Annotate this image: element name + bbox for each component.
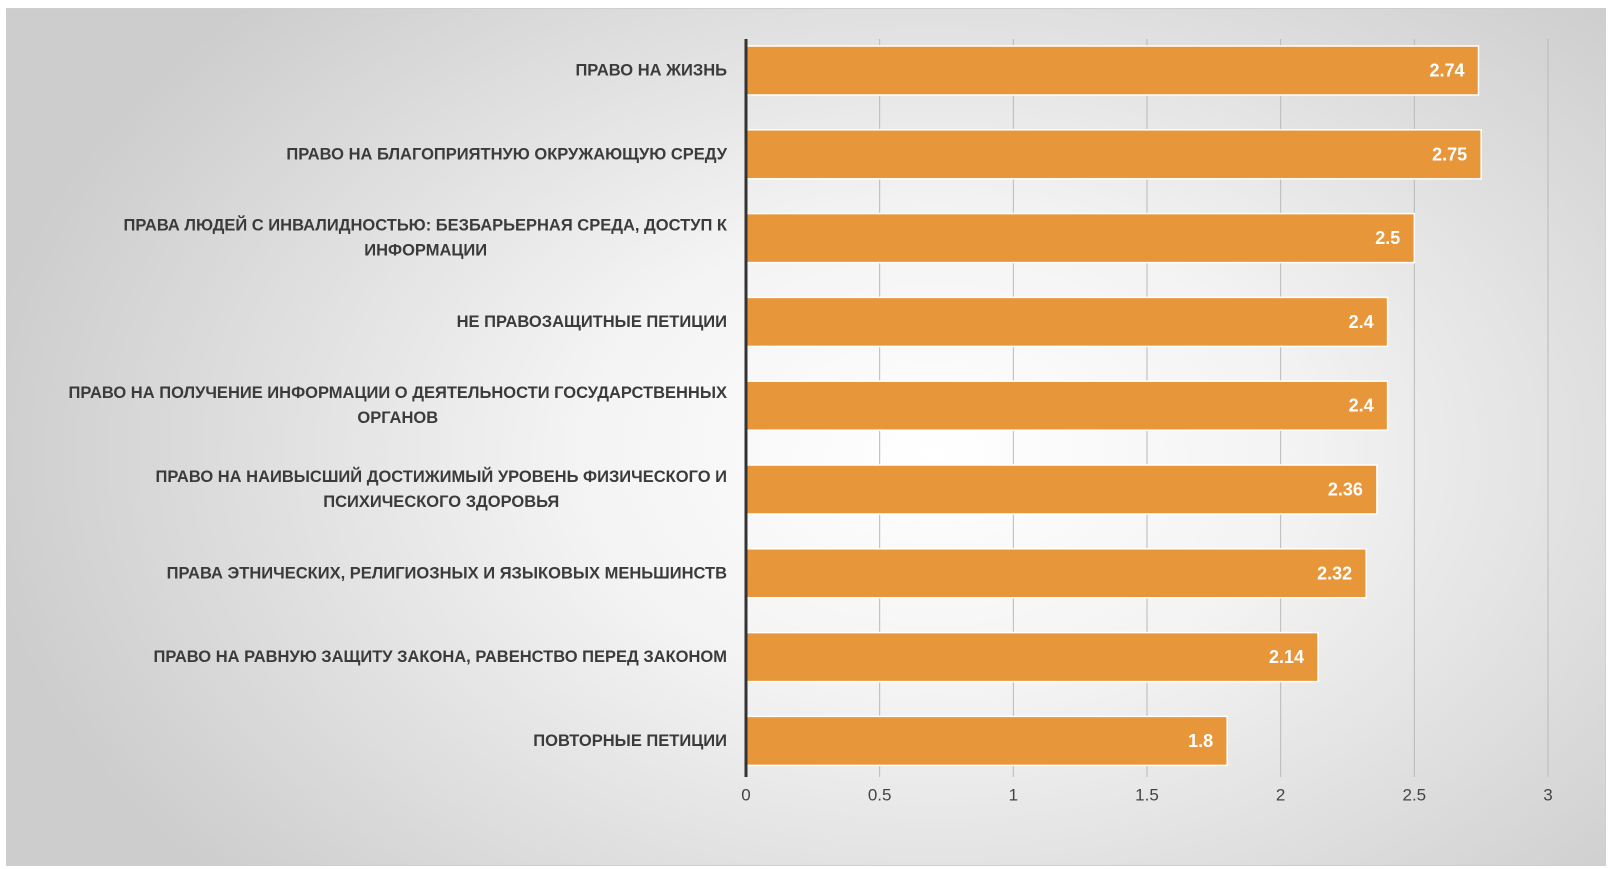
- data-label: 2.5: [1375, 228, 1400, 248]
- data-label: 1.8: [1188, 731, 1213, 751]
- category-labels: ПРАВО НА ЖИЗНЬ ПРАВО НА БЛАГОПРИЯТНУЮ ОКР…: [69, 62, 728, 750]
- x-tick-label: 1.5: [1135, 786, 1159, 805]
- category-label: ИНФОРМАЦИИ: [364, 242, 487, 260]
- x-tick-label: 2.5: [1403, 786, 1427, 805]
- category-label: НЕ ПРАВОЗАЩИТНЫЕ ПЕТИЦИИ: [457, 313, 727, 331]
- bar: [745, 380, 1389, 431]
- category-label: ПРАВО НА РАВНУЮ ЗАЩИТУ ЗАКОНА, РАВЕНСТВО…: [153, 648, 727, 666]
- data-label: 2.75: [1432, 144, 1467, 164]
- bars: 2.74 2.75 2.5 2.4 2.4 2.36 2.32 2.14 1.8: [745, 45, 1482, 767]
- category-label: ПРАВО НА ПОЛУЧЕНИЕ ИНФОРМАЦИИ О ДЕЯТЕЛЬН…: [69, 384, 727, 402]
- data-label: 2.4: [1349, 312, 1374, 332]
- data-label: 2.4: [1349, 396, 1374, 416]
- category-label: ПРАВА ЛЮДЕЙ С ИНВАЛИДНОСТЬЮ: БЕЗБАРЬЕРНА…: [124, 216, 728, 235]
- data-label: 2.32: [1317, 563, 1352, 583]
- x-tick-labels: 0 0.5 1 1.5 2 2.5 3: [741, 786, 1552, 805]
- x-tick-label: 0: [741, 786, 750, 805]
- bar: [745, 548, 1367, 599]
- category-label: ПСИХИЧЕСКОГО ЗДОРОВЬЯ: [323, 493, 559, 511]
- category-label: ОРГАНОВ: [357, 409, 438, 427]
- x-tick-label: 1: [1009, 786, 1018, 805]
- bar: [745, 296, 1389, 348]
- data-label: 2.74: [1429, 61, 1464, 81]
- bar: [745, 464, 1378, 515]
- category-label: ПРАВО НА НАИВЫСШИЙ ДОСТИЖИМЫЙ УРОВЕНЬ ФИ…: [155, 467, 727, 486]
- bar: [745, 45, 1480, 96]
- data-label: 2.36: [1328, 480, 1363, 500]
- chart-frame: 2.74 2.75 2.5 2.4 2.4 2.36 2.32 2.14 1.8 ПРАВО Н…: [6, 8, 1606, 866]
- category-label: ПРАВА ЭТНИЧЕСКИХ, РЕЛИГИОЗНЫХ И ЯЗЫКОВЫХ…: [167, 564, 727, 582]
- category-label: ПОВТОРНЫЕ ПЕТИЦИИ: [533, 732, 727, 750]
- bar: [745, 129, 1482, 180]
- bar: [745, 715, 1228, 767]
- category-label: ПРАВО НА БЛАГОПРИЯТНУЮ ОКРУЖАЮЩУЮ СРЕДУ: [286, 145, 727, 163]
- x-tick-label: 2: [1276, 786, 1285, 805]
- bar: [745, 631, 1319, 683]
- data-label: 2.14: [1269, 647, 1304, 667]
- category-label: ПРАВО НА ЖИЗНЬ: [575, 62, 727, 80]
- bar: [745, 212, 1416, 264]
- x-tick-label: 3: [1543, 786, 1552, 805]
- x-tick-label: 0.5: [868, 786, 892, 805]
- bar-chart: 2.74 2.75 2.5 2.4 2.4 2.36 2.32 2.14 1.8 ПРАВО Н…: [69, 39, 1553, 805]
